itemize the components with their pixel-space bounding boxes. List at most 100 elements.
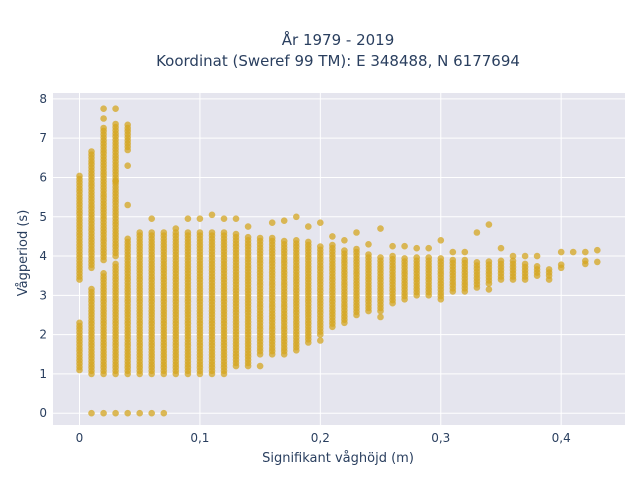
data-point [497, 244, 505, 252]
data-point [425, 244, 433, 252]
data-point [160, 409, 168, 417]
data-point [449, 256, 457, 264]
x-tick-label: 0,4 [552, 431, 571, 445]
y-tick-label: 2 [39, 328, 47, 342]
data-point [112, 120, 119, 128]
data-point [112, 105, 119, 112]
data-point [280, 237, 288, 245]
data-point [196, 229, 204, 236]
data-point [353, 245, 360, 253]
data-point [100, 409, 107, 417]
data-point [100, 124, 107, 132]
data-point [353, 229, 360, 236]
y-tick-label: 3 [39, 288, 47, 302]
data-point [377, 313, 384, 321]
x-tick-label: 0,1 [190, 431, 209, 445]
y-axis-ticks: 0 1 2 3 4 5 6 7 8 [39, 92, 47, 420]
data-point [317, 219, 324, 226]
data-point [268, 219, 276, 226]
y-tick-label: 8 [39, 92, 47, 106]
data-point [232, 215, 240, 222]
data-points [76, 105, 601, 417]
data-point [365, 251, 372, 258]
data-point [341, 237, 348, 244]
data-point [473, 259, 481, 266]
data-point [437, 237, 445, 244]
data-point [485, 258, 493, 265]
data-point [425, 254, 433, 261]
x-tick-label: 0 [76, 431, 84, 445]
data-point [365, 241, 372, 248]
data-point [497, 257, 505, 265]
data-point [377, 254, 384, 261]
data-point [208, 229, 216, 236]
data-point [76, 319, 83, 327]
x-tick-label: 0,2 [311, 431, 330, 445]
data-point [329, 241, 336, 249]
x-tick-label: 0,3 [431, 431, 450, 445]
data-point [545, 276, 553, 283]
chart-title-line2: Koordinat (Sweref 99 TM): E 348488, N 61… [156, 52, 520, 70]
data-point [509, 257, 517, 265]
data-point [124, 162, 131, 169]
data-point [557, 261, 565, 269]
data-point [256, 362, 264, 370]
data-point [582, 248, 589, 256]
data-point [124, 409, 131, 417]
data-point [220, 229, 228, 236]
data-point [280, 217, 288, 224]
data-point [124, 121, 131, 129]
data-point [533, 252, 541, 260]
data-point [305, 223, 312, 230]
data-point [208, 211, 216, 219]
data-point [184, 229, 192, 236]
data-point [136, 229, 143, 236]
data-point [148, 409, 155, 417]
data-point [545, 266, 553, 273]
data-point [160, 229, 168, 236]
data-point [509, 252, 517, 260]
data-point [88, 148, 95, 155]
data-point [594, 258, 601, 266]
data-point [100, 270, 107, 277]
y-tick-label: 1 [39, 367, 47, 381]
data-point [485, 221, 493, 228]
data-point [461, 256, 469, 264]
data-point [88, 285, 95, 293]
plot-background [53, 93, 625, 425]
data-point [220, 215, 228, 222]
y-tick-label: 0 [39, 406, 47, 420]
data-point [256, 234, 264, 242]
data-point [172, 225, 180, 232]
data-point [124, 201, 131, 209]
data-point [437, 255, 445, 262]
data-point [461, 248, 469, 256]
data-point [329, 233, 336, 240]
data-point [232, 230, 240, 238]
data-point [413, 254, 421, 261]
x-axis-label: Signifikant våghöjd (m) [262, 451, 414, 466]
data-point [112, 178, 119, 185]
data-point [244, 233, 252, 241]
data-point [184, 215, 192, 222]
data-point [401, 242, 408, 250]
y-tick-label: 5 [39, 210, 47, 224]
data-point [124, 235, 131, 243]
data-point [244, 223, 252, 230]
data-point [413, 244, 421, 252]
data-point [293, 213, 300, 221]
data-point [112, 409, 119, 417]
data-point [76, 172, 83, 180]
data-point [341, 247, 348, 254]
data-point [557, 248, 565, 256]
data-point [473, 229, 481, 236]
data-point [293, 237, 300, 244]
y-axis-label: Vågperiod (s) [16, 210, 31, 297]
x-axis-ticks: 0 0,1 0,2 0,3 0,4 [76, 431, 571, 445]
data-point [317, 337, 324, 344]
y-tick-label: 7 [39, 131, 47, 145]
data-point [100, 115, 107, 122]
data-point [594, 246, 601, 254]
data-point [112, 260, 119, 268]
